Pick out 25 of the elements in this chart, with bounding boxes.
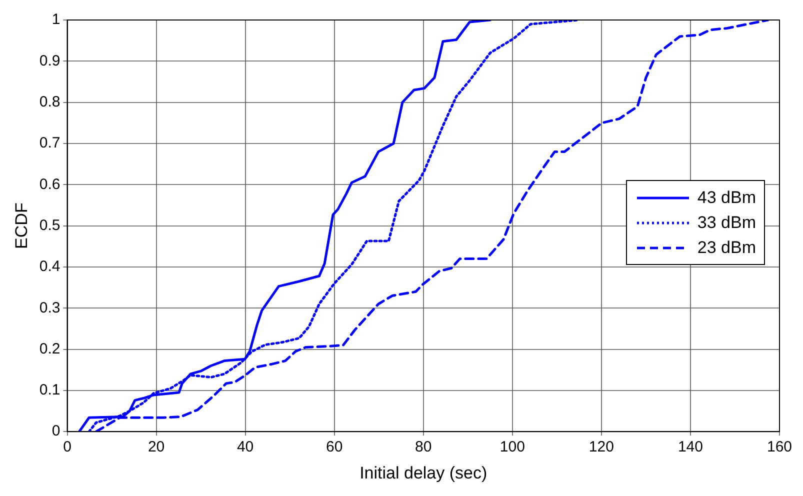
y-tick-label: 1 xyxy=(52,11,60,28)
y-tick-label: 0.9 xyxy=(39,52,60,70)
x-tick-label: 80 xyxy=(415,438,432,456)
y-tick-label: 0.8 xyxy=(39,93,60,110)
legend-label: 23 dBm xyxy=(697,238,756,258)
legend-label: 43 dBm xyxy=(697,188,756,208)
x-axis-title: Initial delay (sec) xyxy=(360,463,488,482)
y-tick-label: 0.2 xyxy=(39,340,60,358)
x-tick-label: 140 xyxy=(678,438,703,456)
x-tick-label: 20 xyxy=(148,438,165,456)
y-tick-label: 0 xyxy=(52,422,60,440)
y-tick-label: 0.4 xyxy=(39,258,60,276)
x-tick-label: 120 xyxy=(588,438,614,456)
x-tick-label: 0 xyxy=(63,438,72,456)
y-tick-label: 0.3 xyxy=(39,299,60,316)
x-tick-label: 100 xyxy=(500,438,525,456)
y-tick-label: 0.7 xyxy=(39,134,60,152)
y-tick-label: 0.1 xyxy=(39,382,60,399)
x-tick-label: 60 xyxy=(326,438,343,456)
x-tick-label: 40 xyxy=(236,438,254,456)
y-axis-title: ECDF xyxy=(12,202,31,249)
x-tick-label: 160 xyxy=(766,438,792,456)
y-tick-label: 0.6 xyxy=(39,176,60,193)
y-tick-label: 0.5 xyxy=(39,216,60,234)
legend-label: 33 dBm xyxy=(697,212,756,232)
